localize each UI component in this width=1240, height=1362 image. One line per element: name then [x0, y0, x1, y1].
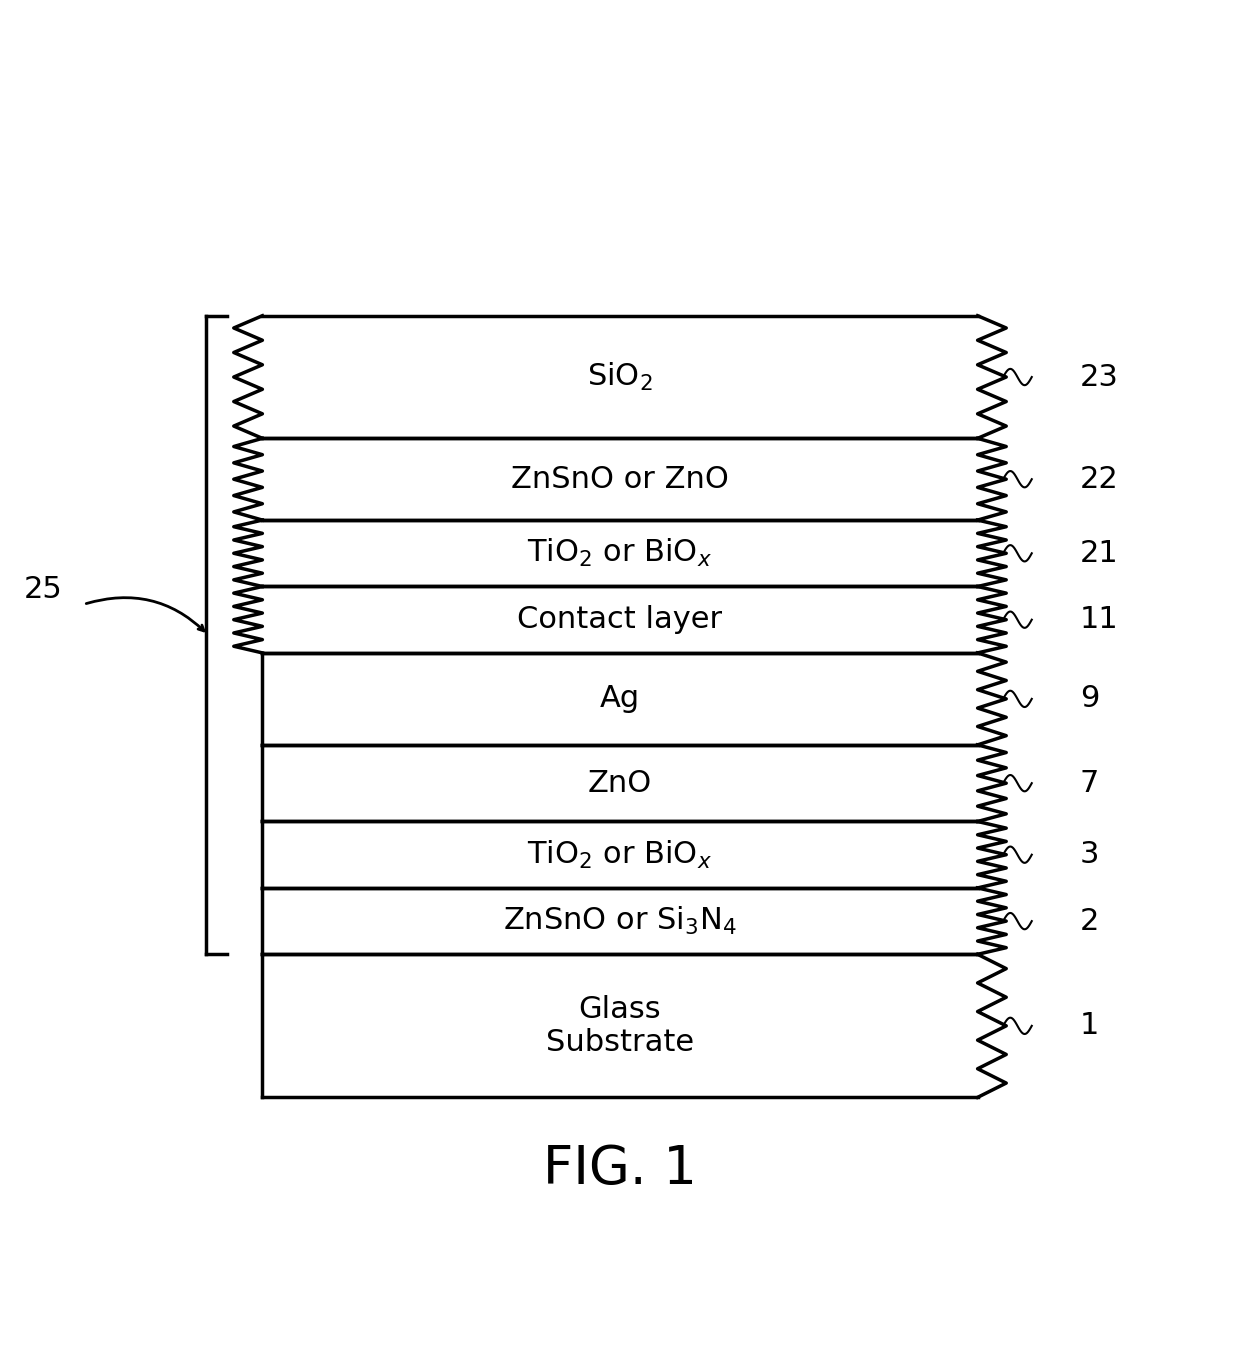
Text: 11: 11 — [1080, 605, 1118, 635]
Text: 22: 22 — [1080, 464, 1118, 493]
Polygon shape — [263, 520, 977, 587]
Text: FIG. 1: FIG. 1 — [543, 1143, 697, 1194]
Text: 1: 1 — [1080, 1012, 1099, 1041]
Polygon shape — [263, 821, 977, 888]
Text: ZnO: ZnO — [588, 768, 652, 798]
Polygon shape — [263, 955, 977, 1098]
Text: Ag: Ag — [600, 684, 640, 714]
Polygon shape — [263, 745, 977, 821]
Text: 23: 23 — [1080, 362, 1118, 391]
Text: Glass
Substrate: Glass Substrate — [546, 994, 694, 1057]
Polygon shape — [263, 652, 977, 745]
Text: 3: 3 — [1080, 840, 1100, 869]
Text: 7: 7 — [1080, 768, 1099, 798]
Polygon shape — [263, 587, 977, 652]
Polygon shape — [263, 316, 977, 439]
Text: TiO$_2$ or BiO$_x$: TiO$_2$ or BiO$_x$ — [527, 839, 713, 870]
Text: SiO$_2$: SiO$_2$ — [588, 361, 652, 394]
Text: 2: 2 — [1080, 907, 1099, 936]
Text: Contact layer: Contact layer — [517, 605, 723, 635]
Text: TiO$_2$ or BiO$_x$: TiO$_2$ or BiO$_x$ — [527, 537, 713, 569]
Text: 21: 21 — [1080, 539, 1118, 568]
Text: ZnSnO or ZnO: ZnSnO or ZnO — [511, 464, 729, 493]
Polygon shape — [263, 888, 977, 955]
Text: 25: 25 — [24, 575, 62, 603]
Text: 9: 9 — [1080, 684, 1099, 714]
Text: ZnSnO or Si$_3$N$_4$: ZnSnO or Si$_3$N$_4$ — [503, 906, 737, 937]
Polygon shape — [263, 439, 977, 520]
